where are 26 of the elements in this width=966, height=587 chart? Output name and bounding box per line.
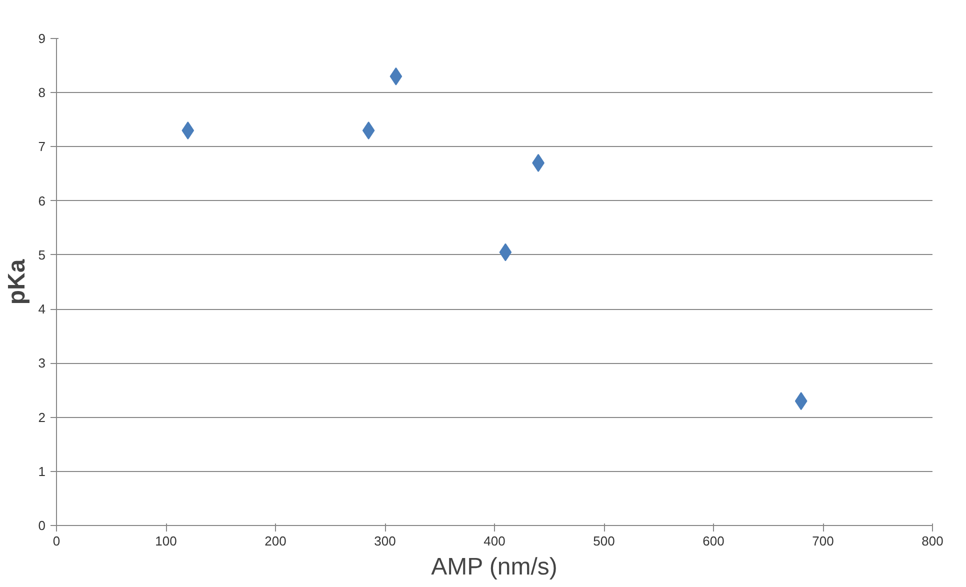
y-tick-label: 3 (38, 356, 46, 371)
y-tick-label: 7 (38, 139, 46, 154)
y-tick-label: 6 (38, 193, 46, 208)
y-tick-label: 2 (38, 410, 46, 425)
x-axis-title: AMP (nm/s) (431, 554, 558, 580)
point (499, 243, 512, 262)
y-tick-label: 0 (38, 518, 46, 533)
x-tick-label: 400 (484, 534, 506, 548)
point (182, 121, 194, 140)
x-tick-label: 800 (922, 534, 944, 548)
x-tick-label: 600 (702, 534, 724, 548)
x-tick-label: 300 (374, 534, 396, 548)
y-tick-label: 8 (38, 85, 46, 100)
point (362, 121, 375, 140)
y-tick-label: 1 (38, 464, 46, 479)
x-tick-label: 100 (155, 534, 177, 548)
y-tick-label: 9 (38, 31, 46, 46)
point (794, 392, 808, 410)
x-tick-label: 0 (52, 534, 60, 548)
y-axis-title: pKa (3, 258, 30, 305)
x-tick-label: 700 (812, 534, 834, 548)
y-tick-label: 4 (38, 302, 46, 317)
y-tick-label: 5 (38, 247, 46, 262)
x-tick-label: 200 (264, 534, 286, 548)
point (390, 67, 402, 86)
x-tick-label: 500 (593, 534, 615, 548)
